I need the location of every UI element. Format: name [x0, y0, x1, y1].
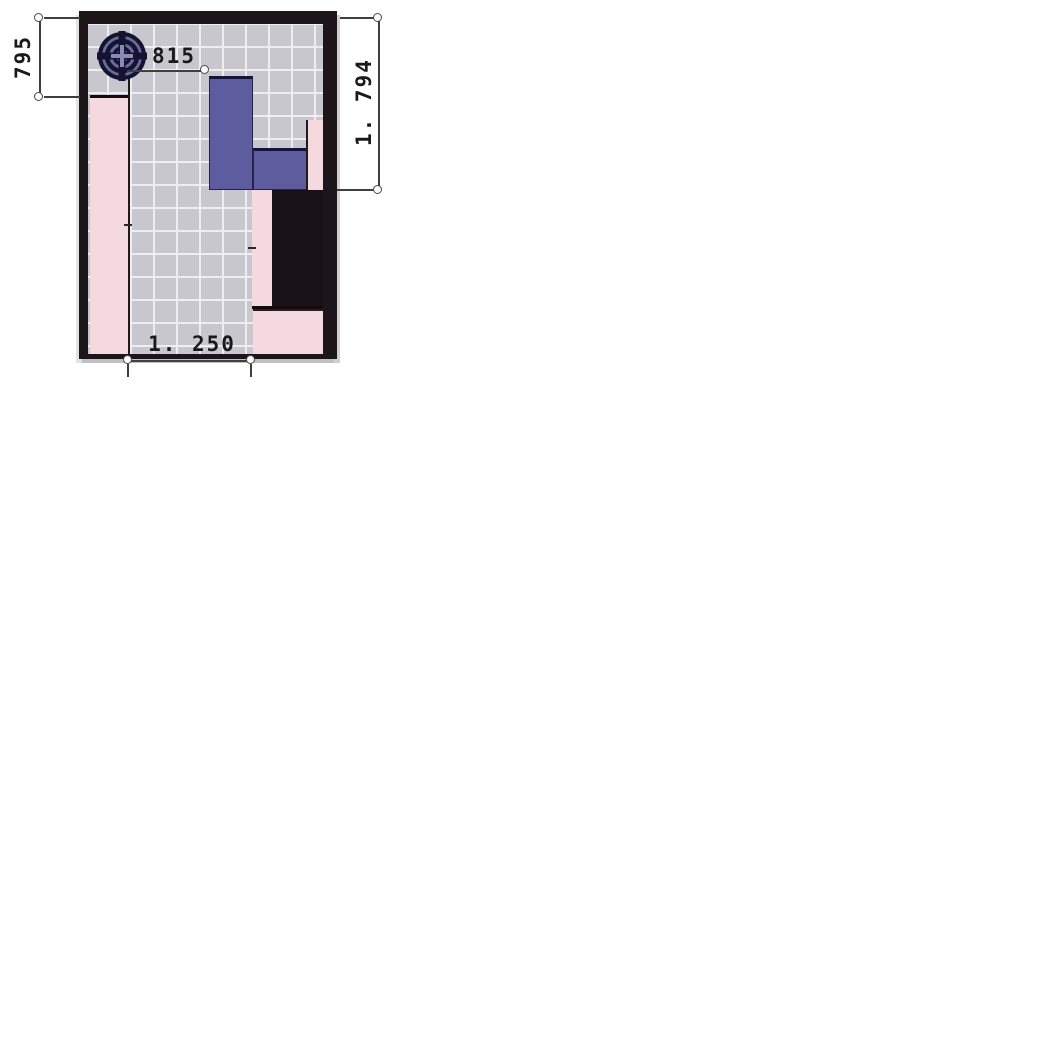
dim-label-795: 795	[11, 35, 35, 79]
dim-terminator	[123, 355, 132, 364]
void-area	[272, 190, 323, 306]
dim-ext-1250-left	[127, 364, 129, 377]
plan-wall-outline	[79, 11, 337, 359]
fixture-pink-bottom	[253, 309, 323, 354]
dim-terminator	[34, 92, 43, 101]
dim-terminator	[246, 355, 255, 364]
dim-ext-1250-right	[250, 364, 252, 377]
dim-ext-1794-bottom	[337, 189, 374, 191]
dim-label-1794: 1. 794	[352, 58, 376, 146]
dim-ext-795-top	[44, 17, 80, 19]
dim-terminator	[373, 185, 382, 194]
dim-terminator	[34, 13, 43, 22]
dim-label-815: 815	[152, 44, 196, 68]
tile-floor	[88, 24, 323, 354]
partition-line	[128, 70, 130, 354]
dim-line-1250	[128, 360, 251, 362]
dim-terminator	[373, 13, 382, 22]
exhaust-fan-icon	[97, 31, 147, 81]
center-tick-left	[124, 224, 132, 226]
fixture-blue-tall	[209, 76, 253, 190]
fixture-pink-left	[90, 95, 130, 354]
dim-ext-1794-top	[340, 17, 374, 19]
dim-line-1794	[378, 18, 380, 190]
separator-line	[252, 306, 323, 309]
center-tick-right	[248, 247, 256, 249]
fixture-blue-wide	[253, 148, 307, 190]
dim-line-795	[39, 18, 41, 97]
dim-ext-795-bottom	[44, 96, 80, 98]
dim-line-815	[127, 70, 203, 72]
fixture-pink-strip	[252, 190, 272, 306]
dim-label-1250: 1. 250	[148, 332, 236, 356]
dim-terminator	[200, 65, 209, 74]
fixture-pink-right-upper	[306, 120, 323, 190]
